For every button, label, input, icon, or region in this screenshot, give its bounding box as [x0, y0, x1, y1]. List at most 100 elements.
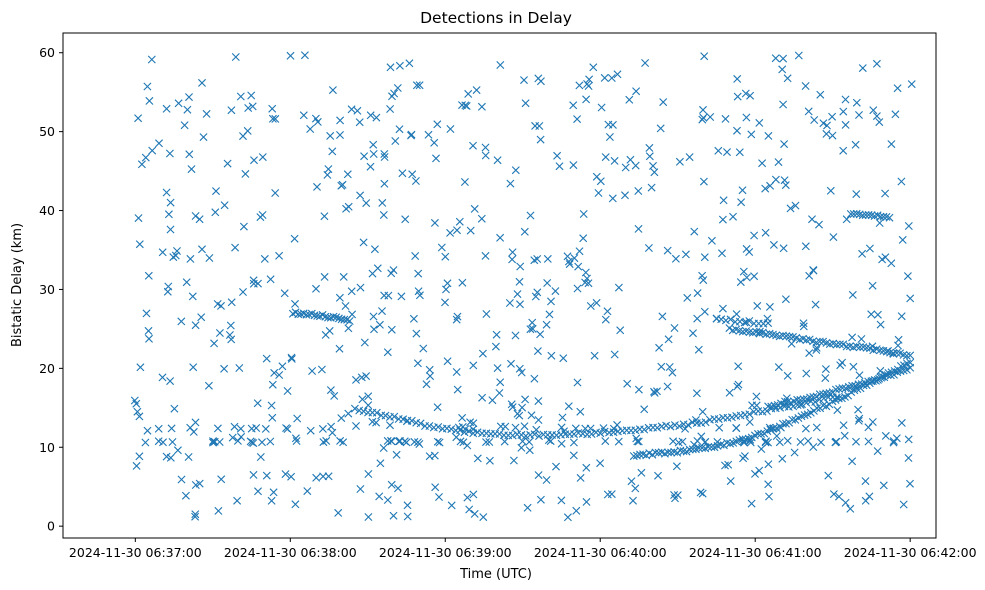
- detection-marker: [842, 215, 851, 224]
- detection-marker: [461, 101, 470, 110]
- detection-marker: [493, 364, 502, 373]
- detection-marker: [840, 431, 849, 440]
- detection-marker: [430, 218, 439, 227]
- detection-marker: [212, 187, 220, 196]
- detection-marker: [581, 278, 590, 287]
- detection-marker: [340, 315, 349, 324]
- detection-marker: [685, 153, 694, 162]
- detection-marker: [258, 438, 266, 447]
- detection-marker: [755, 466, 764, 475]
- detection-marker: [464, 427, 473, 436]
- detection-marker: [360, 152, 369, 161]
- detection-marker: [629, 452, 638, 461]
- detection-marker: [683, 293, 692, 302]
- x-tick-label: 2024-11-30 06:42:00: [844, 545, 977, 560]
- detection-marker: [829, 233, 838, 242]
- detection-marker: [671, 254, 680, 263]
- detection-marker: [764, 319, 773, 328]
- detection-marker: [387, 480, 396, 489]
- detection-marker: [812, 423, 821, 432]
- detection-marker: [231, 243, 240, 252]
- detection-marker: [220, 364, 229, 373]
- detection-marker: [885, 213, 894, 222]
- detection-marker: [433, 403, 442, 412]
- detection-marker: [223, 159, 232, 168]
- detection-marker: [700, 52, 709, 61]
- detection-marker: [231, 53, 240, 61]
- detection-marker: [386, 421, 394, 430]
- detection-marker: [430, 451, 439, 460]
- detection-marker: [906, 363, 915, 372]
- detection-marker: [861, 496, 870, 505]
- detection-marker: [226, 321, 235, 330]
- detection-marker: [412, 329, 421, 338]
- detection-marker: [881, 253, 890, 262]
- detection-marker: [650, 388, 659, 397]
- detection-marker: [779, 244, 788, 253]
- detection-marker: [526, 325, 535, 334]
- detection-marker: [391, 137, 400, 145]
- detection-marker: [507, 400, 516, 409]
- detection-marker: [317, 365, 326, 374]
- detection-marker: [557, 423, 566, 432]
- detection-marker: [655, 343, 664, 352]
- detection-marker: [689, 329, 697, 338]
- detection-marker: [852, 209, 861, 218]
- detection-marker: [693, 289, 702, 298]
- detection-marker: [782, 332, 791, 341]
- detection-marker: [672, 462, 681, 471]
- detection-marker: [583, 274, 591, 283]
- detection-marker: [857, 335, 866, 343]
- detection-marker: [536, 77, 545, 86]
- detection-marker: [339, 272, 348, 281]
- detection-marker: [864, 423, 873, 432]
- detection-marker: [667, 448, 676, 457]
- detection-marker: [907, 80, 916, 89]
- detection-marker: [328, 428, 337, 437]
- detection-marker: [614, 283, 623, 292]
- detection-marker: [531, 292, 540, 301]
- detection-marker: [318, 424, 327, 433]
- detection-marker: [634, 187, 643, 195]
- detection-marker: [627, 477, 636, 486]
- detection-marker: [386, 63, 395, 72]
- detection-marker: [673, 491, 682, 500]
- detection-marker: [590, 351, 599, 360]
- detection-marker: [582, 497, 591, 506]
- detection-marker: [657, 362, 666, 371]
- detection-marker: [876, 346, 884, 355]
- detection-marker: [430, 138, 439, 147]
- detection-marker: [816, 90, 825, 99]
- detection-marker: [424, 130, 433, 139]
- detection-marker: [249, 470, 258, 479]
- detection-marker: [698, 407, 707, 416]
- detection-marker: [283, 387, 292, 395]
- detection-marker: [699, 113, 708, 122]
- detection-marker: [603, 490, 612, 499]
- detection-marker: [470, 509, 479, 518]
- detection-marker: [576, 473, 585, 482]
- detection-marker: [848, 457, 857, 466]
- detection-marker: [801, 424, 810, 433]
- detection-marker: [719, 196, 728, 205]
- detection-marker: [217, 475, 226, 484]
- detection-marker: [344, 409, 353, 418]
- detection-marker: [904, 454, 913, 462]
- detection-marker: [158, 248, 167, 257]
- detection-marker: [552, 462, 560, 471]
- detection-marker: [545, 310, 554, 319]
- detection-marker: [787, 339, 796, 348]
- detection-marker: [780, 140, 789, 149]
- detection-marker: [191, 212, 200, 220]
- detection-marker: [511, 423, 520, 432]
- detection-marker: [173, 247, 181, 255]
- detection-marker: [446, 125, 455, 133]
- detection-marker: [706, 113, 715, 121]
- detection-marker: [455, 217, 464, 226]
- detection-marker: [647, 183, 656, 192]
- detection-marker: [659, 98, 668, 107]
- detection-marker: [383, 348, 392, 357]
- detection-marker: [479, 513, 488, 522]
- detection-marker: [755, 327, 764, 336]
- detection-marker: [569, 161, 578, 170]
